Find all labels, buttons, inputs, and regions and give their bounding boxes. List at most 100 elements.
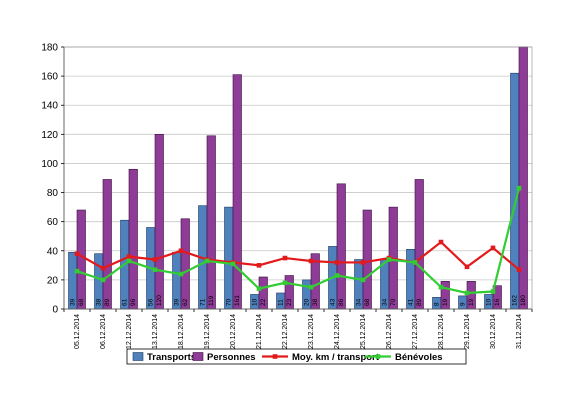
y-tick-label: 60 [47, 217, 59, 228]
x-tick-label: 25.12.2014 [360, 314, 367, 349]
bar-personnes [206, 135, 216, 310]
bar-data-label: 34 [381, 298, 388, 306]
bar-personnes [76, 209, 86, 310]
bar-data-label: 19 [442, 298, 449, 306]
legend-label: Transports [147, 352, 196, 363]
y-tick-label: 20 [47, 275, 59, 286]
x-tick-label: 30.12.2014 [490, 314, 497, 349]
bar-data-label: 68 [364, 298, 371, 306]
line-point [100, 277, 106, 283]
line-point [490, 245, 496, 251]
x-tick-label: 28.12.2014 [438, 314, 445, 349]
bar-data-label: 19 [468, 298, 475, 306]
series-line [76, 187, 521, 295]
y-tick-label: 120 [41, 130, 58, 141]
line-point [74, 251, 80, 256]
bar-data-label: 89 [104, 298, 111, 306]
y-tick-label: 180 [41, 43, 58, 54]
bar-personnes [154, 134, 164, 310]
legend-label: Personnes [207, 352, 256, 363]
x-tick-label: 19.12.2014 [204, 314, 211, 349]
x-tick-label: 23.12.2014 [308, 314, 315, 349]
bar-data-label: 62 [182, 298, 189, 306]
x-tick-label: 24.12.2014 [334, 314, 341, 349]
bar-data-label: 20 [303, 298, 310, 306]
x-tick-label: 20.12.2014 [230, 314, 237, 349]
bar-personnes [232, 74, 242, 310]
y-tick-label: 140 [41, 101, 58, 112]
x-tick-label: 22.12.2014 [282, 314, 289, 349]
legend-marker [272, 354, 278, 359]
x-tick-label: 12.12.2014 [126, 314, 133, 349]
x-tick-label: 27.12.2014 [412, 314, 419, 349]
legend-marker [375, 354, 381, 359]
bar-data-label: 56 [147, 298, 154, 306]
line-point [126, 254, 132, 259]
line-point [204, 258, 210, 264]
line-point [516, 267, 522, 272]
legend-box [126, 348, 467, 365]
line-point [516, 185, 522, 191]
bar-data-label: 96 [130, 298, 137, 306]
bar-data-label: 10 [485, 298, 492, 306]
bar-data-label: 22 [260, 298, 267, 306]
legend-swatch [132, 352, 144, 361]
bar-data-label: 89 [416, 298, 423, 306]
line-point [126, 258, 132, 264]
line-point [282, 255, 288, 261]
series-line [76, 240, 520, 271]
y-tick-labels: 0 20 40 60 80 100 120 140 160 180 [41, 43, 58, 316]
line-point [178, 271, 184, 277]
y-tick-label: 100 [41, 159, 58, 170]
line-point [360, 277, 366, 283]
x-tick-labels: 05.12.2014 06.12.2014 12.12.2014 13.12.2014… [74, 314, 523, 349]
x-tick-label: 31.12.2014 [516, 314, 523, 349]
bar-data-label: 41 [407, 298, 414, 306]
legend-label: Moy. km / transport [292, 352, 380, 363]
line-point [100, 265, 106, 271]
bar-data-label: 39 [173, 298, 180, 306]
x-tick-label: 29.12.2014 [464, 314, 471, 349]
bar-data-label: 119 [208, 295, 215, 306]
bar-data-label: 70 [225, 298, 232, 306]
bar-data-label: 38 [312, 298, 319, 306]
axes [61, 46, 533, 312]
bar-data-label: 161 [234, 295, 241, 306]
line-point [308, 284, 314, 290]
bar-data-label: 71 [199, 298, 206, 306]
bar-data-label: 23 [286, 298, 293, 306]
line-point [464, 264, 470, 270]
bar-data-label: 43 [329, 298, 336, 306]
line-point [256, 286, 262, 291]
bar-data-label: 16 [494, 298, 501, 306]
legend: Transports Personnes Moy. km / transport Bé… [126, 348, 467, 365]
line-point [152, 267, 158, 272]
line-point [334, 273, 340, 278]
x-tick-label: 18.12.2014 [178, 314, 185, 349]
bar-personnes [336, 183, 346, 310]
line-point [178, 248, 184, 254]
line-point [308, 258, 314, 264]
bar-data-label: 120 [156, 295, 163, 306]
line-point [152, 257, 158, 262]
bar-transports [224, 206, 234, 310]
line-point [386, 257, 392, 262]
bar-personnes [102, 179, 112, 310]
line-point [230, 261, 236, 267]
line-point [256, 263, 262, 268]
bar-personnes [128, 168, 138, 310]
bar-personnes [414, 179, 424, 310]
line-point [438, 284, 444, 290]
line-point [464, 290, 470, 296]
x-tick-label: 05.12.2014 [74, 314, 81, 349]
line-point [334, 260, 340, 265]
bar-data-label: 70 [390, 298, 397, 306]
line-point [490, 289, 496, 294]
bar-data-label: 162 [511, 295, 518, 306]
bar-data-label: 38 [95, 298, 102, 306]
bar-data-label: 34 [355, 298, 362, 306]
y-tick-label: 80 [47, 188, 59, 199]
bar-data-label: 68 [78, 298, 85, 306]
